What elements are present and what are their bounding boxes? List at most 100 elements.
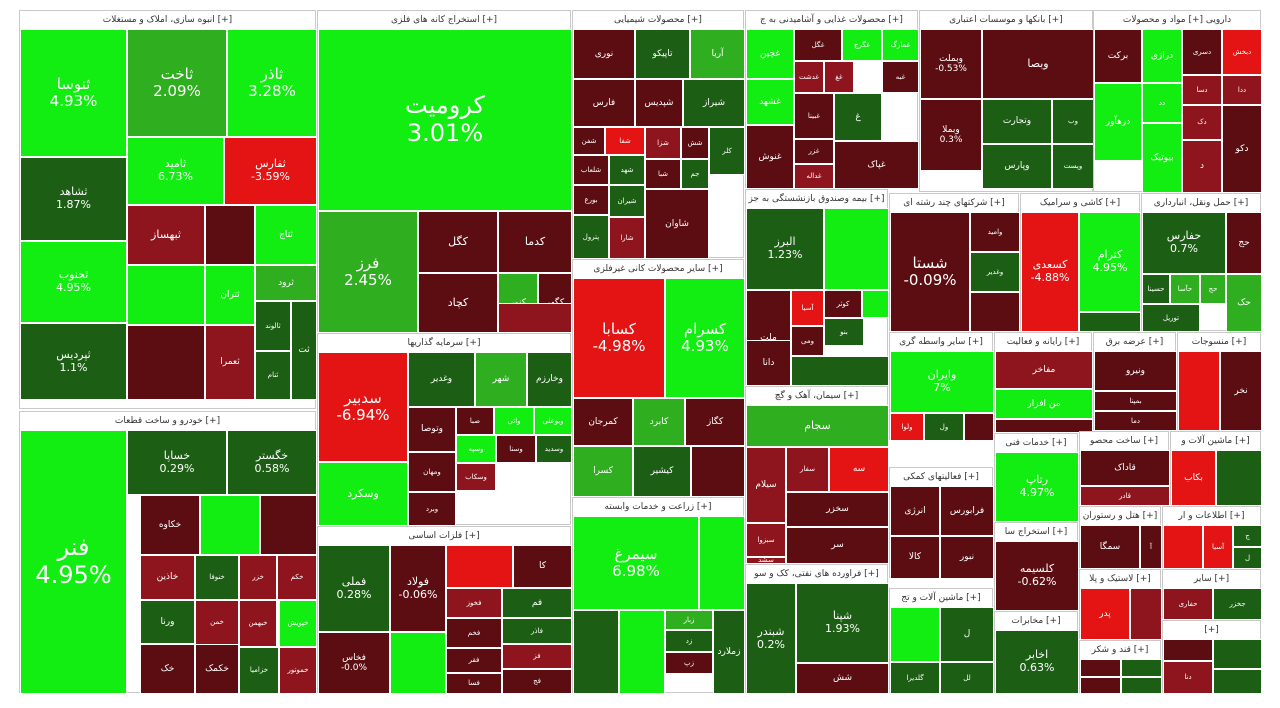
stock-tile[interactable]: سیلام bbox=[746, 447, 786, 523]
sector-title[interactable]: لاستیک و پلا [+] bbox=[1080, 570, 1160, 588]
stock-tile[interactable]: بنو bbox=[824, 318, 864, 346]
stock-tile[interactable]: نوری bbox=[573, 29, 635, 79]
stock-tile[interactable]: کوثر bbox=[824, 290, 862, 318]
sector-title[interactable]: استخراج سا [+] bbox=[995, 523, 1077, 541]
stock-tile[interactable] bbox=[1163, 525, 1203, 569]
sector-title[interactable]: سایر واسطه گری [+] bbox=[890, 333, 992, 351]
stock-tile[interactable]: نخر bbox=[1220, 351, 1262, 431]
stock-tile[interactable]: ل bbox=[940, 607, 994, 662]
stock-tile[interactable]: وبوعلی bbox=[534, 407, 572, 435]
stock-tile[interactable]: دنا bbox=[1163, 661, 1213, 694]
stock-tile[interactable]: کدما bbox=[498, 211, 572, 273]
stock-tile[interactable]: مفاخر bbox=[995, 351, 1093, 389]
stock-tile[interactable]: وپست bbox=[1052, 144, 1094, 189]
stock-tile[interactable]: سبزوا bbox=[746, 523, 786, 557]
sector-title[interactable]: منسوجات [+] bbox=[1178, 333, 1260, 351]
stock-tile[interactable]: زبار bbox=[665, 610, 713, 630]
stock-tile[interactable]: وبرد bbox=[408, 492, 456, 526]
stock-tile[interactable] bbox=[1213, 639, 1262, 669]
stock-tile[interactable] bbox=[260, 495, 317, 555]
stock-tile[interactable]: شستا -0.09% bbox=[890, 212, 970, 332]
stock-tile[interactable]: ثاذر 3.28% bbox=[227, 29, 317, 137]
stock-tile[interactable]: شبندر 0.2% bbox=[746, 583, 796, 694]
sector-title[interactable]: هتل و رستوران [+] bbox=[1080, 507, 1160, 525]
stock-tile[interactable]: ولوا bbox=[890, 413, 924, 441]
stock-tile[interactable]: زپ bbox=[665, 652, 713, 674]
stock-tile[interactable]: خبهمن bbox=[239, 600, 277, 647]
stock-tile[interactable]: جم bbox=[681, 159, 709, 189]
stock-tile[interactable]: ونیرو bbox=[1094, 351, 1177, 391]
sector-title[interactable]: حمل ونقل، انبارداری [+] bbox=[1142, 194, 1260, 212]
sector-title[interactable]: قند و شکر [+] bbox=[1080, 641, 1160, 659]
stock-tile[interactable]: غگرج bbox=[842, 29, 882, 61]
stock-tile[interactable]: خموتور bbox=[279, 647, 317, 694]
stock-tile[interactable]: وبصا bbox=[982, 29, 1094, 99]
stock-tile[interactable]: سخزر bbox=[786, 492, 889, 527]
stock-tile[interactable]: شهر bbox=[475, 352, 527, 407]
stock-tile[interactable]: کا bbox=[513, 545, 572, 588]
stock-tile[interactable]: کلسیمه -0.62% bbox=[995, 541, 1079, 611]
stock-tile[interactable] bbox=[890, 607, 940, 662]
stock-tile[interactable]: شیران bbox=[609, 185, 645, 217]
stock-tile[interactable]: آسیا bbox=[1203, 525, 1233, 569]
stock-tile[interactable]: شپنا 1.93% bbox=[796, 583, 889, 663]
stock-tile[interactable] bbox=[691, 446, 745, 497]
stock-tile[interactable]: فج bbox=[502, 669, 572, 694]
stock-tile[interactable] bbox=[446, 545, 513, 588]
sector-title[interactable]: ماشین آلات و تج [+] bbox=[890, 589, 992, 607]
sector-title[interactable]: [+] bbox=[1163, 621, 1260, 639]
stock-tile[interactable]: شفا bbox=[605, 127, 645, 155]
stock-tile[interactable]: غشهد bbox=[746, 79, 794, 125]
stock-tile[interactable]: قادر bbox=[1080, 486, 1170, 506]
stock-tile[interactable]: شیراز bbox=[683, 79, 745, 127]
stock-tile[interactable] bbox=[1121, 659, 1162, 677]
stock-tile[interactable]: وتوصا bbox=[408, 407, 456, 452]
stock-tile[interactable] bbox=[970, 292, 1020, 332]
stock-tile[interactable]: دکو bbox=[1222, 105, 1262, 193]
stock-tile[interactable]: غدشت bbox=[794, 61, 824, 93]
stock-tile[interactable]: کسرام 4.93% bbox=[665, 278, 745, 398]
stock-tile[interactable]: شزا bbox=[645, 127, 681, 159]
sector-title[interactable]: محصولات غذایی و آشامیدنی به ج [+] bbox=[746, 11, 917, 29]
sector-title[interactable]: انبوه سازی، املاک و مستغلات [+] bbox=[20, 11, 315, 29]
stock-tile[interactable] bbox=[824, 208, 889, 290]
stock-tile[interactable] bbox=[1216, 450, 1262, 506]
stock-tile[interactable] bbox=[205, 205, 255, 265]
stock-tile[interactable]: ل bbox=[1233, 547, 1262, 569]
sector-title[interactable]: مخابرات [+] bbox=[995, 612, 1077, 630]
stock-tile[interactable]: ومهان bbox=[408, 452, 456, 492]
sector-title[interactable]: بیمه وصندوق بازنشستگی به جز [+] bbox=[746, 190, 887, 208]
stock-tile[interactable]: زد bbox=[665, 630, 713, 652]
stock-tile[interactable]: تاپیکو bbox=[635, 29, 690, 79]
stock-tile[interactable]: شفن bbox=[573, 127, 605, 155]
stock-tile[interactable]: وخارزم bbox=[527, 352, 572, 407]
stock-tile[interactable]: فم bbox=[502, 588, 572, 618]
stock-tile[interactable]: وامید bbox=[970, 212, 1020, 252]
stock-tile[interactable]: فرابورس bbox=[940, 486, 994, 536]
stock-tile[interactable]: ثجنوب 4.95% bbox=[20, 241, 127, 323]
stock-tile[interactable]: صبا bbox=[456, 407, 494, 435]
stock-tile[interactable]: وسکرد bbox=[318, 462, 408, 526]
stock-tile[interactable]: سجام bbox=[746, 405, 889, 447]
stock-tile[interactable]: خکاوه bbox=[140, 495, 200, 555]
stock-tile[interactable]: البرز 1.23% bbox=[746, 208, 824, 290]
stock-tile[interactable]: خاذین bbox=[140, 555, 195, 600]
stock-tile[interactable]: سدبیر -6.94% bbox=[318, 352, 408, 462]
sector-title[interactable]: خدمات فنی [+] bbox=[995, 434, 1077, 452]
sector-title[interactable]: استخراج کانه های فلزی [+] bbox=[318, 11, 570, 29]
stock-tile[interactable]: ورنا bbox=[140, 600, 195, 644]
stock-tile[interactable]: وسپه bbox=[456, 435, 496, 463]
stock-tile[interactable]: ثبهساز bbox=[127, 205, 205, 265]
stock-tile[interactable]: غغ bbox=[824, 61, 854, 93]
stock-tile[interactable]: آسیا bbox=[791, 290, 824, 326]
stock-tile[interactable]: بیوتیک bbox=[1142, 123, 1182, 193]
stock-tile[interactable]: غ bbox=[834, 93, 882, 141]
sector-title[interactable]: زراعت و خدمات وابسته [+] bbox=[573, 498, 743, 516]
stock-tile[interactable]: وغدیر bbox=[408, 352, 475, 407]
stock-tile[interactable]: وتجارت bbox=[982, 99, 1052, 144]
stock-tile[interactable]: سمگا bbox=[1080, 525, 1140, 569]
stock-tile[interactable]: وپارس bbox=[982, 144, 1052, 189]
stock-tile[interactable] bbox=[1178, 351, 1220, 431]
stock-tile[interactable] bbox=[573, 610, 619, 694]
stock-tile[interactable]: فارس bbox=[573, 79, 635, 127]
